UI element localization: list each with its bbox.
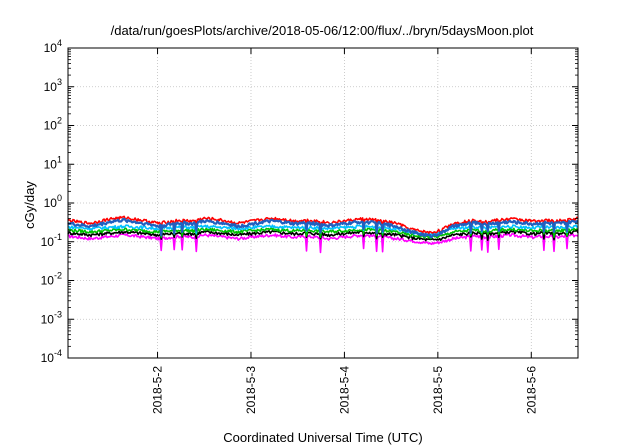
grid (68, 47, 578, 359)
y-tick-base: 10 (41, 274, 55, 288)
series-line (67, 232, 579, 254)
y-tick-base: 10 (44, 119, 58, 133)
y-tick-label: 100 (44, 193, 62, 210)
y-tick-exponent: 2 (57, 116, 62, 126)
x-tick-label: 2018-5-4 (337, 366, 351, 414)
y-tick-label: 104 (44, 38, 62, 55)
y-tick-base: 10 (44, 80, 58, 94)
y-tick-exponent: 3 (57, 77, 62, 87)
y-tick-base: 10 (44, 196, 58, 210)
y-tick-exponent: -2 (54, 271, 62, 281)
x-tick-labels: 2018-5-2 2018-5-3 2018-5-4 2018-5-5 2018-5-6 (151, 366, 539, 414)
series-layer (67, 215, 579, 254)
y-tick-label: 102 (44, 116, 62, 133)
y-tick-label: 10-4 (41, 348, 62, 365)
series-line (67, 224, 578, 237)
y-tick-exponent: -1 (54, 232, 62, 242)
x-tick-label: 2018-5-2 (151, 366, 165, 414)
y-tick-label: 101 (44, 154, 62, 171)
x-tick-label: 2018-5-3 (244, 366, 258, 414)
chart-title: /data/run/goesPlots/archive/2018-05-06/1… (111, 23, 534, 38)
y-tick-label: 103 (44, 77, 62, 94)
x-axis-label: Coordinated Universal Time (UTC) (223, 430, 422, 445)
y-tick-base: 10 (44, 157, 58, 171)
y-tick-base: 10 (44, 41, 58, 55)
series-line (67, 227, 579, 240)
y-tick-exponent: -3 (54, 309, 62, 319)
y-tick-base: 10 (41, 312, 55, 326)
x-tick-label: 2018-5-6 (524, 366, 538, 414)
y-axis-label: cGy/day (22, 181, 37, 229)
y-tick-label: 10-2 (41, 271, 62, 288)
y-tick-exponent: 0 (57, 193, 62, 203)
plot-frame (67, 47, 579, 359)
series-line (67, 217, 579, 239)
y-tick-exponent: 4 (57, 38, 62, 48)
series-line (67, 215, 579, 235)
y-tick-label: 10-3 (41, 309, 62, 326)
y-tick-exponent: -4 (54, 348, 62, 358)
y-tick-base: 10 (41, 235, 55, 249)
x-tick-label: 2018-5-5 (431, 366, 445, 414)
y-tick-base: 10 (41, 351, 55, 365)
y-tick-exponent: 1 (57, 154, 62, 164)
y-tick-label: 10-1 (41, 232, 62, 249)
